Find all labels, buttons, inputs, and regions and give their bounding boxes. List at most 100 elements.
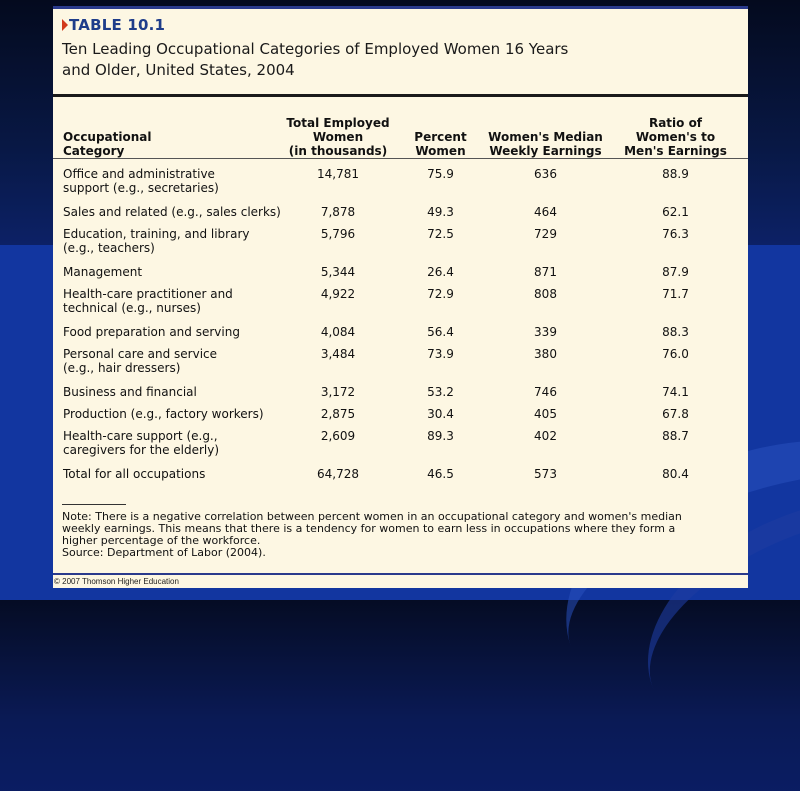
table-header-row: Occupational Category Total Employed Wom… — [53, 104, 748, 159]
cell-ratio: 87.9 — [662, 264, 689, 279]
header-text: Men's Earnings — [624, 144, 727, 158]
header-text: Ratio of — [648, 116, 703, 130]
category-line: caregivers for the elderly) — [63, 442, 220, 457]
category-line: support (e.g., secretaries) — [63, 181, 219, 195]
header-earnings-ratio: Ratio of Women's to Men's Earnings — [603, 104, 748, 159]
cell-ratio: 67.8 — [662, 406, 689, 421]
cell-earnings: 464 — [534, 204, 557, 219]
cell-earnings: 808 — [534, 286, 557, 301]
note-line: weekly earnings. This means that there i… — [62, 522, 676, 535]
table-heading: TABLE 10.1 Ten Leading Occupational Cate… — [62, 16, 742, 81]
header-text: (in thousands) — [288, 144, 388, 158]
header-median-earnings: Women's Median Weekly Earnings — [488, 104, 603, 159]
table-note: Note: There is a negative correlation be… — [62, 511, 737, 559]
header-text: Women's Median — [488, 130, 603, 144]
table-title: Ten Leading Occupational Categories of E… — [62, 39, 742, 81]
cell-earnings: 405 — [534, 406, 557, 421]
cell-percent: 89.3 — [427, 428, 454, 443]
header-text: Total Employed — [286, 116, 390, 130]
cell-earnings: 746 — [534, 384, 557, 399]
header-text: Women — [312, 130, 364, 144]
header-text: Weekly Earnings — [489, 144, 602, 158]
header-text: Category — [63, 144, 125, 158]
table-title-line-1: Ten Leading Occupational Categories of E… — [62, 40, 569, 58]
cell-earnings: 636 — [534, 167, 557, 181]
category-line: Education, training, and library — [63, 226, 250, 241]
cell-earnings: 729 — [534, 226, 557, 241]
header-text: Percent — [414, 130, 467, 144]
cell-earnings: 871 — [534, 264, 557, 279]
triangle-marker-icon — [62, 19, 68, 31]
category-line: technical (e.g., nurses) — [63, 300, 201, 315]
note-line: Note: There is a negative correlation be… — [62, 510, 682, 523]
cell-total: 64,728 — [317, 466, 359, 481]
category-line: Office and administrative — [63, 167, 215, 181]
table-row: Education, training, and library (e.g., t… — [53, 219, 748, 257]
cell-total: 2,609 — [320, 428, 356, 443]
cell-total: 3,484 — [320, 346, 356, 361]
header-text: Women — [415, 144, 466, 158]
table-title-line-2: and Older, United States, 2004 — [62, 61, 295, 79]
cell-category: Health-care practitioner and technical (e… — [53, 279, 283, 317]
source-line: Source: Department of Labor (2004). — [62, 546, 266, 559]
cell-percent: 30.4 — [427, 406, 454, 421]
copyright-text: © 2007 Thomson Higher Education — [54, 577, 179, 586]
category-line: Total for all occupations — [63, 466, 206, 481]
cell-ratio: 71.7 — [662, 286, 689, 301]
note-line: higher percentage of the workforce. — [62, 534, 261, 547]
cell-total: 2,875 — [320, 406, 356, 421]
cell-ratio: 76.3 — [662, 226, 689, 241]
cell-earnings: 573 — [534, 466, 557, 481]
category-line: (e.g., hair dressers) — [63, 360, 181, 375]
category-line: Personal care and service — [63, 346, 218, 361]
cell-ratio: 80.4 — [662, 466, 689, 481]
table-id-label: TABLE 10.1 — [69, 16, 166, 34]
cell-earnings: 380 — [534, 346, 557, 361]
cell-ratio: 76.0 — [662, 346, 689, 361]
cell-percent: 72.5 — [427, 226, 454, 241]
table-row-total: Total for all occupations 64,728 46.5 57… — [53, 459, 748, 481]
header-occupational-category: Occupational Category — [53, 104, 283, 159]
cell-percent: 53.2 — [427, 384, 454, 399]
title-divider — [53, 94, 748, 97]
category-line: Sales and related (e.g., sales clerks) — [63, 204, 281, 219]
category-line: Business and financial — [63, 384, 197, 399]
header-percent-women: Percent Women — [393, 104, 488, 159]
header-text: Women's to — [635, 130, 716, 144]
cell-total: 4,084 — [320, 324, 356, 339]
table-row: Food preparation and serving 4,084 56.4 … — [53, 317, 748, 339]
table-row: Health-care support (e.g., caregivers for… — [53, 421, 748, 459]
cell-total: 7,878 — [320, 204, 356, 219]
cell-category: Management — [53, 257, 283, 279]
cell-total: 5,344 — [320, 264, 356, 279]
cell-total: 5,796 — [320, 226, 356, 241]
cell-percent: 72.9 — [427, 286, 454, 301]
header-total-employed: Total Employed Women (in thousands) — [283, 104, 393, 159]
cell-percent: 46.5 — [427, 466, 454, 481]
category-line: Health-care support (e.g., — [63, 428, 218, 443]
cell-total: 3,172 — [320, 384, 356, 399]
cell-category: Business and financial — [53, 377, 283, 399]
table-card: TABLE 10.1 Ten Leading Occupational Cate… — [53, 6, 748, 588]
header-text: Occupational — [63, 130, 152, 144]
category-line: Food preparation and serving — [63, 324, 240, 339]
cell-category: Health-care support (e.g., caregivers for… — [53, 421, 283, 459]
table-id: TABLE 10.1 — [62, 16, 742, 34]
cell-earnings: 402 — [534, 428, 557, 443]
cell-percent: 73.9 — [427, 346, 454, 361]
table-row: Management 5,344 26.4 871 87.9 — [53, 257, 748, 279]
table-row: Office and administrative support (e.g., … — [53, 159, 748, 197]
occupation-table: Occupational Category Total Employed Wom… — [53, 104, 748, 481]
category-line: Management — [63, 264, 143, 279]
cell-percent: 49.3 — [427, 204, 454, 219]
cell-category: Sales and related (e.g., sales clerks) — [53, 197, 283, 219]
table-row: Sales and related (e.g., sales clerks) 7… — [53, 197, 748, 219]
note-divider — [62, 504, 126, 505]
table-row: Business and financial 3,172 53.2 746 74… — [53, 377, 748, 399]
footer-divider — [53, 573, 748, 575]
category-line: Production (e.g., factory workers) — [63, 406, 264, 421]
cell-total: 14,781 — [317, 167, 359, 181]
cell-category: Food preparation and serving — [53, 317, 283, 339]
cell-percent: 26.4 — [427, 264, 454, 279]
table-row: Production (e.g., factory workers) 2,875… — [53, 399, 748, 421]
